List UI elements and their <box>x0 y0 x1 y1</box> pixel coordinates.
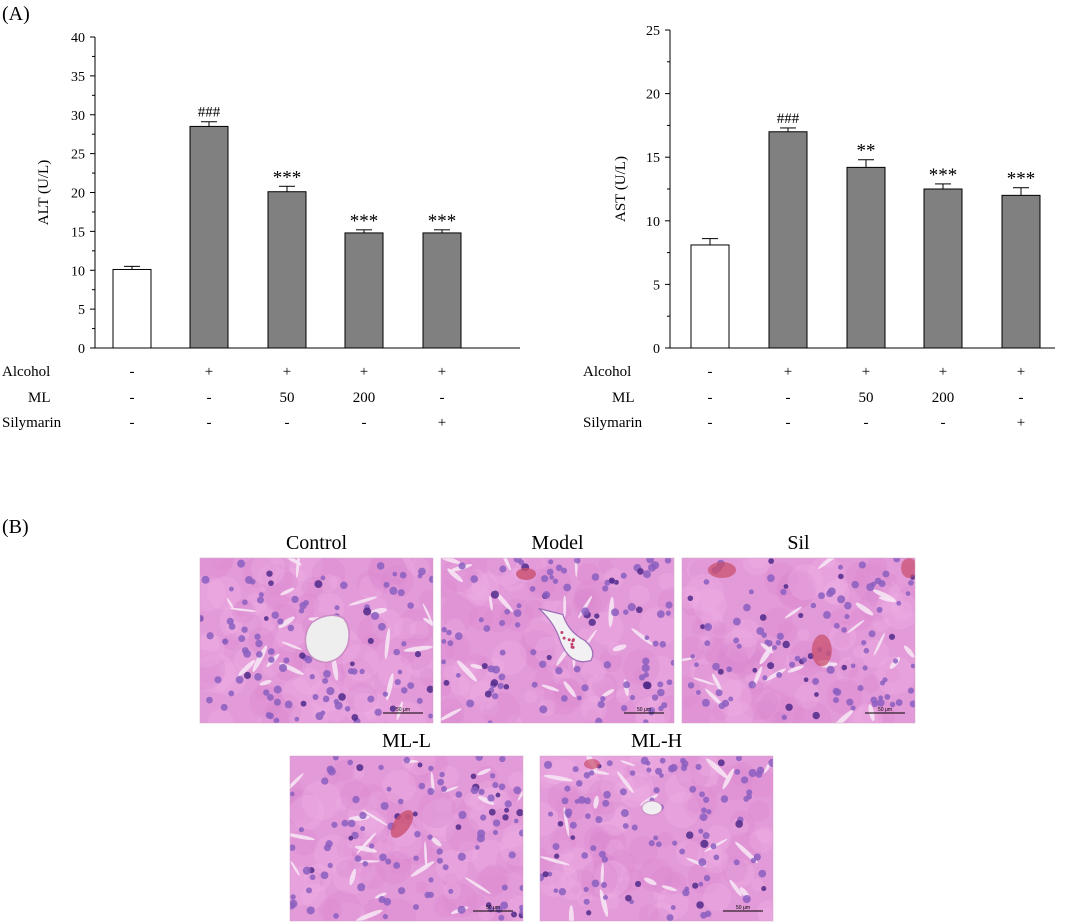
condition-value: - <box>362 415 367 431</box>
histology-panel: ML-H 50 μm <box>539 730 774 922</box>
micrograph <box>441 558 674 723</box>
y-tick-label: 25 <box>71 148 85 163</box>
histology-title: Control <box>286 532 348 554</box>
condition-value: - <box>864 415 869 431</box>
condition-row-label: Alcohol <box>2 364 50 380</box>
significance-label: ### <box>777 111 800 127</box>
ast-condition-table: Alcohol - + + + + ML - - 50 200 - Silymarin - - - - + <box>583 364 1025 431</box>
condition-value: + <box>862 364 870 380</box>
bar <box>923 188 963 349</box>
panel-label-a: (A) <box>2 3 30 25</box>
panel-label-b: (B) <box>2 516 29 538</box>
y-tick-label: 25 <box>646 24 660 39</box>
micrograph <box>290 756 523 921</box>
condition-value: + <box>283 364 291 380</box>
y-tick-label: 20 <box>71 187 85 202</box>
y-axis-label: ALT (U/L) <box>36 160 52 225</box>
condition-value: - <box>440 390 445 406</box>
bar <box>344 232 384 349</box>
condition-value: - <box>708 415 713 431</box>
condition-row-label: Silymarin <box>583 415 643 431</box>
significance-label: *** <box>428 211 457 232</box>
y-tick-label: 30 <box>71 109 85 124</box>
condition-value: + <box>205 364 213 380</box>
condition-value: + <box>438 415 446 431</box>
condition-value: + <box>438 364 446 380</box>
significance-label: *** <box>350 211 379 232</box>
micrograph <box>540 756 773 921</box>
histology-title: ML-L <box>382 730 431 752</box>
alt-chart: 0 5 10 15 20 25 30 35 40 ALT (U/L) ### *** *** *** <box>36 31 520 357</box>
condition-value: + <box>939 364 947 380</box>
y-tick-label: 10 <box>71 264 85 279</box>
histology-panel: Sil 50 μm <box>681 532 916 724</box>
condition-value: 200 <box>932 390 955 406</box>
condition-value: - <box>786 390 791 406</box>
bar <box>768 131 808 349</box>
condition-value: 50 <box>280 390 295 406</box>
bar <box>1001 194 1041 349</box>
significance-label: *** <box>273 167 302 188</box>
condition-row-label: Silymarin <box>2 415 62 431</box>
scale-bar-label: 50 μm <box>637 707 651 713</box>
condition-row-label: ML <box>28 390 51 406</box>
scale-bar-label: 50 μm <box>736 905 750 911</box>
y-tick-label: 5 <box>653 278 660 293</box>
condition-value: - <box>207 390 212 406</box>
histology-title: Sil <box>787 532 810 554</box>
condition-row-label: ML <box>612 390 635 406</box>
bar <box>112 268 152 349</box>
condition-value: + <box>1017 415 1025 431</box>
condition-value: 50 <box>859 390 874 406</box>
condition-value: - <box>130 364 135 380</box>
significance-label: ** <box>857 141 876 162</box>
condition-value: - <box>130 390 135 406</box>
condition-value: - <box>130 415 135 431</box>
condition-value: + <box>360 364 368 380</box>
y-tick-label: 0 <box>653 342 660 357</box>
condition-value: 200 <box>353 390 376 406</box>
micrograph <box>200 558 433 723</box>
y-tick-label: 10 <box>646 215 660 230</box>
y-tick-label: 5 <box>78 303 85 318</box>
micrograph <box>682 558 915 723</box>
bar <box>267 191 307 349</box>
y-tick-label: 35 <box>71 70 85 85</box>
condition-value: - <box>285 415 290 431</box>
condition-value: - <box>708 364 713 380</box>
alt-condition-table: Alcohol - + + + + ML - - 50 200 - Silymarin - - - - + <box>2 364 446 431</box>
scale-bar-label: 50 μm <box>486 905 500 911</box>
histology-title: Model <box>531 532 584 554</box>
condition-value: - <box>207 415 212 431</box>
condition-value: - <box>1019 390 1024 406</box>
significance-label: ### <box>198 105 221 121</box>
condition-value: - <box>786 415 791 431</box>
condition-value: - <box>941 415 946 431</box>
scale-bar-label: 50 μm <box>396 707 410 713</box>
condition-value: + <box>784 364 792 380</box>
significance-label: *** <box>1007 169 1036 190</box>
condition-row-label: Alcohol <box>583 364 631 380</box>
histology-panel: Control 50 μm <box>199 532 434 724</box>
y-axis-label: AST (U/L) <box>613 156 629 222</box>
bar <box>690 244 730 349</box>
bar <box>422 232 462 349</box>
y-tick-label: 15 <box>646 151 660 166</box>
bar <box>189 125 229 349</box>
significance-label: *** <box>929 165 958 186</box>
condition-value: - <box>708 390 713 406</box>
histology-panel: Model 50 μm <box>440 532 675 724</box>
bar <box>846 166 886 349</box>
condition-value: + <box>1017 364 1025 380</box>
histology-panel: ML-L 50 μm <box>289 730 524 922</box>
scale-bar-label: 50 μm <box>878 707 892 713</box>
y-tick-label: 20 <box>646 88 660 103</box>
y-tick-label: 0 <box>78 342 85 357</box>
histology-title: ML-H <box>631 730 682 752</box>
y-tick-label: 15 <box>71 225 85 240</box>
y-tick-label: 40 <box>71 31 85 46</box>
